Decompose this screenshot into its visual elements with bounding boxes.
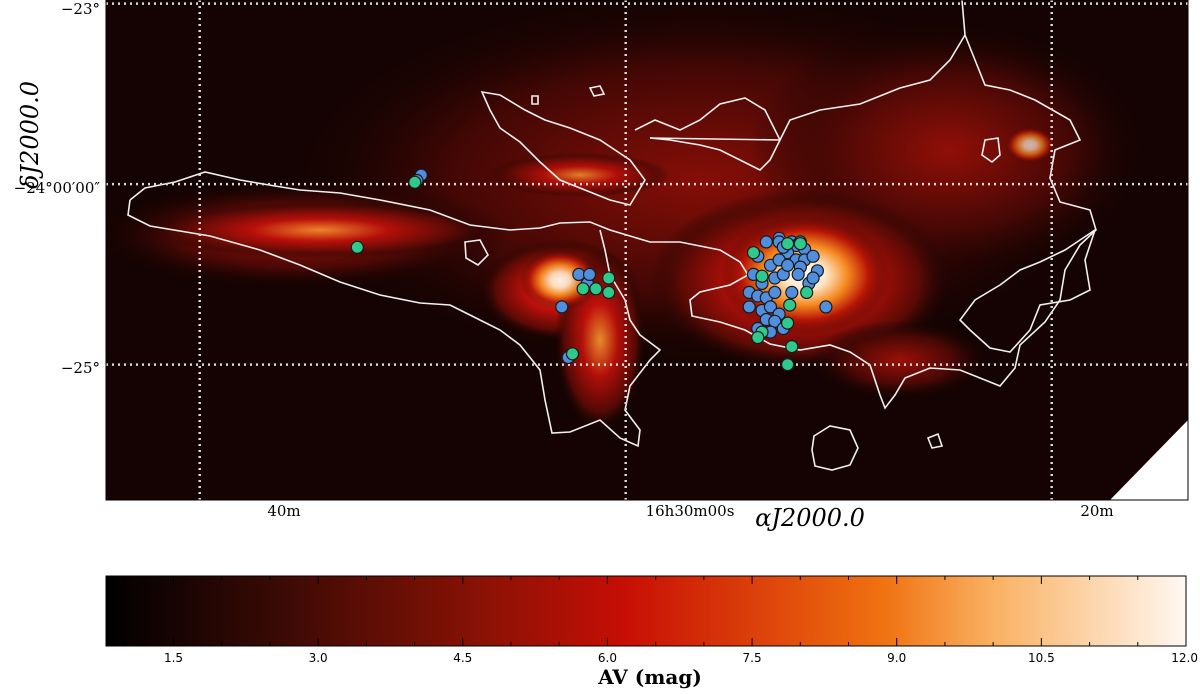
x-tick-label: 16h30m00s <box>646 502 735 520</box>
colorbar-tick-label: 4.5 <box>453 651 472 665</box>
blue-source-marker <box>819 300 833 314</box>
x-tick-labels: 40m 16h30m00s 20m <box>267 502 1113 520</box>
source-markers <box>350 168 833 372</box>
colorbar-tick-label: 10.5 <box>1028 651 1055 665</box>
cloud-emission <box>106 0 1150 430</box>
blue-source-marker <box>555 300 569 314</box>
green-source-marker <box>350 240 364 254</box>
blue-source-marker <box>785 285 799 299</box>
y-tick-labels: −23° −24°00′00″ −25° <box>14 0 101 377</box>
x-tick-label: 20m <box>1080 502 1113 520</box>
y-axis-label: δJ2000.0 <box>16 81 44 189</box>
blue-source-marker <box>582 267 597 281</box>
y-tick-label: −24°00′00″ <box>14 179 101 197</box>
green-source-marker <box>602 285 616 299</box>
green-source-marker <box>780 237 795 251</box>
y-tick-label: −25° <box>61 359 100 377</box>
plot-frame <box>105 0 1189 501</box>
green-source-marker <box>783 298 797 312</box>
blue-source-marker <box>759 235 773 249</box>
colorbar-tick-label: 6.0 <box>598 651 617 665</box>
blue-source-marker <box>806 249 820 263</box>
colorbar-tick-label: 12.0 <box>1171 651 1198 665</box>
green-source-marker <box>780 316 795 330</box>
colorbar-tick-label: 7.5 <box>743 651 762 665</box>
green-source-marker <box>565 347 580 361</box>
colorbar-tick-label: 1.5 <box>164 651 183 665</box>
blue-source-marker <box>780 258 795 272</box>
green-source-marker <box>800 285 814 299</box>
green-source-marker <box>751 330 765 345</box>
green-source-marker <box>602 271 616 285</box>
colorbar-tick-label: 3.0 <box>309 651 328 665</box>
blue-source-marker <box>763 300 778 314</box>
blue-source-marker <box>806 271 820 285</box>
x-tick-label: 40m <box>267 502 300 520</box>
green-source-marker <box>785 340 799 354</box>
av-contour <box>127 0 1097 471</box>
green-source-marker <box>780 358 795 372</box>
green-source-marker <box>755 269 769 283</box>
colorbar: 1.5 3.0 4.5 6.0 7.5 9.0 10.5 12.0 AV (mag) <box>105 575 1198 689</box>
green-source-marker <box>746 246 761 260</box>
blue-source-marker <box>768 285 782 299</box>
green-source-marker <box>408 175 422 189</box>
colorbar-tick-label: 9.0 <box>887 651 906 665</box>
green-source-marker <box>576 282 590 296</box>
extinction-map <box>106 0 1188 500</box>
x-axis-label: αJ2000.0 <box>755 504 865 532</box>
blue-source-marker <box>742 300 756 314</box>
coordinate-grid <box>106 0 1188 500</box>
green-source-marker <box>589 282 603 296</box>
y-tick-label: −23° <box>61 0 100 18</box>
blue-source-marker <box>791 267 805 281</box>
colorbar-ticks: 1.5 3.0 4.5 6.0 7.5 9.0 10.5 12.0 <box>124 576 1198 665</box>
green-source-marker <box>793 237 808 251</box>
colorbar-label: AV (mag) <box>597 665 702 689</box>
colorbar-gradient <box>105 575 1187 647</box>
